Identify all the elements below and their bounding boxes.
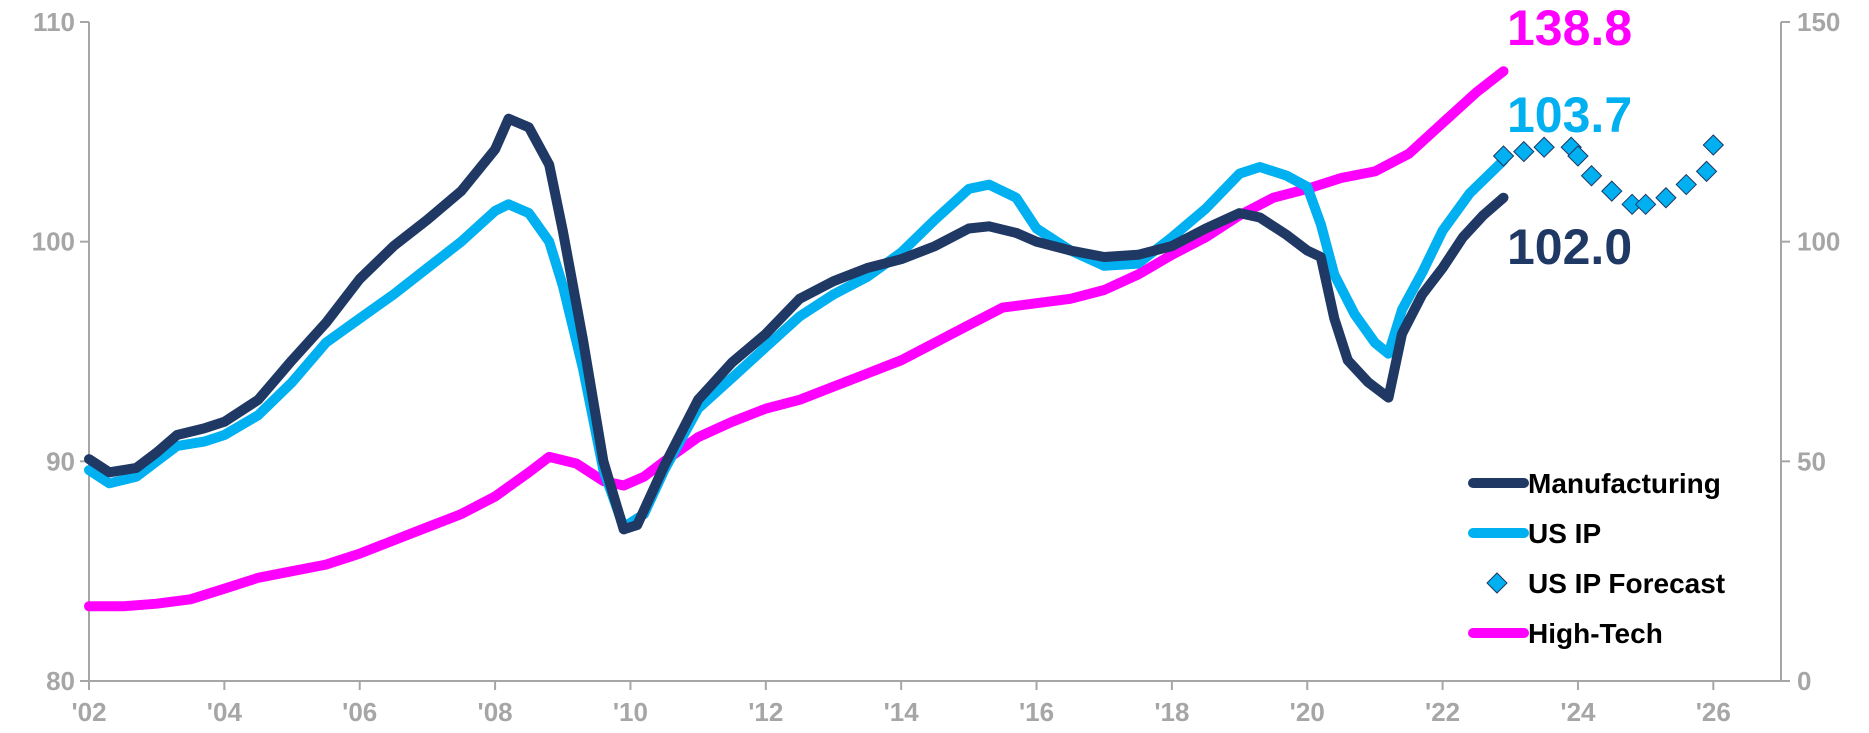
forecast-point (1567, 145, 1589, 167)
left-tick-label: 90 (46, 446, 75, 476)
forecast-point (1702, 134, 1725, 156)
legend-label-us-ip: US IP (1528, 518, 1601, 549)
right-tick-label: 100 (1797, 227, 1840, 257)
legend-label-manufacturing: Manufacturing (1528, 468, 1721, 499)
axis-ticks: '02 '04 '06 '08 '10 '12 '14 '16 '18 '20 '22 '24 '26 8… (32, 7, 1841, 727)
x-tick-label: '08 (478, 697, 513, 727)
x-tick-label: '26 (1696, 697, 1731, 727)
x-tick-label: '22 (1425, 697, 1460, 727)
x-tick-label: '04 (207, 697, 243, 727)
x-tick-label: '20 (1290, 697, 1325, 727)
legend-swatch-us-ip-forecast (1486, 572, 1508, 594)
left-tick-label: 80 (46, 666, 75, 696)
forecast-point (1675, 173, 1697, 196)
forecast-point (1533, 136, 1555, 158)
series-layer (84, 66, 1725, 612)
right-tick-label: 0 (1797, 666, 1811, 696)
end-label-us-ip: 103.7 (1507, 87, 1632, 143)
legend-label-us-ip-forecast: US IP Forecast (1528, 568, 1725, 599)
legend-label-high-tech: High-Tech (1528, 618, 1663, 649)
forecast-point (1695, 160, 1718, 183)
right-tick-label: 50 (1797, 446, 1826, 476)
series-line-high-tech (84, 66, 1509, 612)
forecast-point (1513, 140, 1535, 163)
end-label-high-tech: 138.8 (1507, 0, 1632, 56)
end-labels: 102.0 103.7 138.8 (1507, 0, 1632, 275)
left-tick-label: 100 (32, 227, 75, 257)
forecast-point (1655, 187, 1677, 209)
right-tick-label: 150 (1797, 7, 1840, 37)
x-tick-label: '02 (71, 697, 106, 727)
series-line-us-ip (84, 155, 1509, 533)
x-tick-label: '06 (342, 697, 377, 727)
x-tick-label: '24 (1560, 697, 1596, 727)
left-tick-label: 110 (33, 7, 75, 37)
series-line-manufacturing (84, 113, 1509, 535)
x-tick-label: '14 (884, 697, 920, 727)
forecast-point (1601, 180, 1623, 202)
x-tick-label: '18 (1154, 697, 1189, 727)
x-tick-label: '10 (613, 697, 648, 727)
legend: Manufacturing US IP US IP Forecast High-Tec… (1468, 468, 1725, 649)
x-tick-label: '12 (748, 697, 783, 727)
forecast-point (1634, 193, 1657, 216)
end-label-manufacturing: 102.0 (1507, 219, 1632, 275)
forecast-point (1492, 145, 1515, 167)
forecast-point (1580, 165, 1603, 187)
x-tick-label: '16 (1019, 697, 1054, 727)
